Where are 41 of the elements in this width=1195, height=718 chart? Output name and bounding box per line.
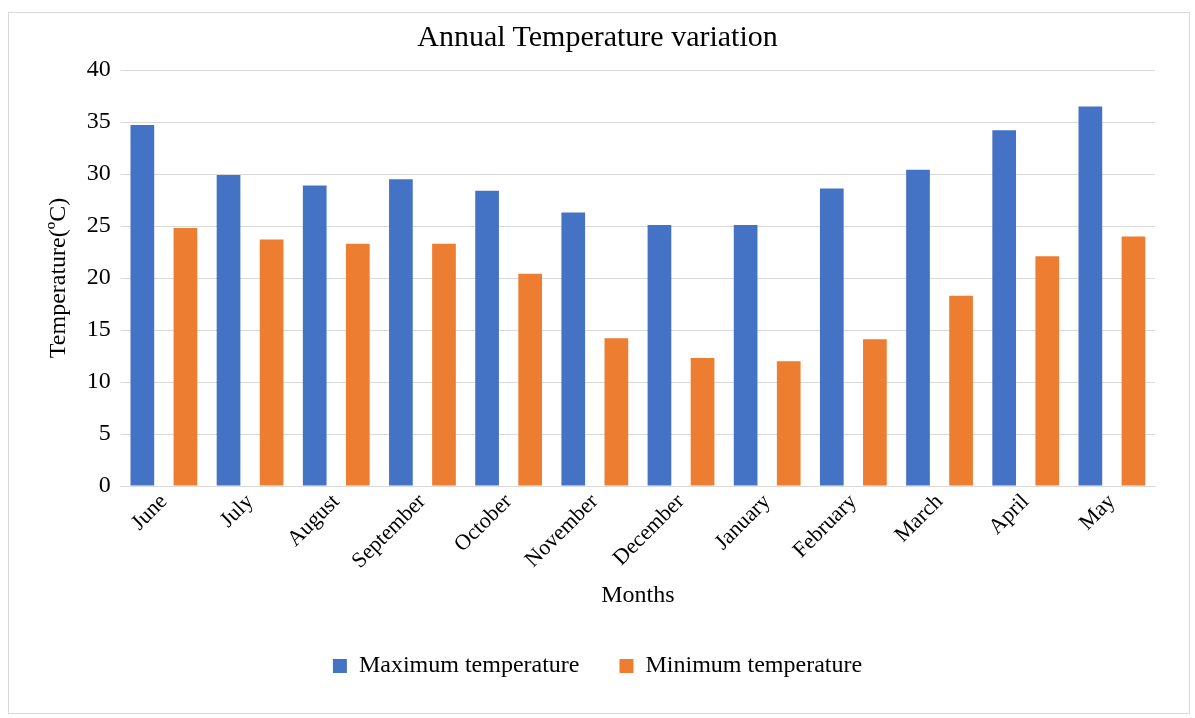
y-tick-label: 40 [86, 55, 111, 82]
bar [690, 358, 715, 486]
y-tick-label: 0 [98, 471, 111, 498]
x-axis-title: Months [601, 580, 675, 607]
legend-label: Maximum temperature [358, 651, 580, 678]
bar [432, 243, 456, 486]
bar [259, 239, 284, 486]
bar [992, 130, 1017, 486]
bar [819, 188, 844, 486]
bar [733, 224, 758, 486]
x-tick-label: May [1073, 488, 1120, 535]
legend-label: Minimum temperature [645, 651, 863, 678]
bar [302, 185, 327, 486]
bar [647, 224, 672, 486]
bar [475, 190, 499, 486]
bar [130, 125, 155, 486]
bar [604, 338, 629, 486]
y-axis-title: Temperature(ºC) [43, 197, 70, 359]
y-tick-label: 30 [86, 159, 111, 186]
bar [1078, 106, 1103, 486]
bar [1035, 256, 1060, 486]
y-tick-label: 20 [86, 263, 111, 290]
chart-title: Annual Temperature variation [417, 18, 778, 52]
bar [863, 339, 887, 486]
bar [216, 175, 241, 486]
bar [561, 212, 586, 486]
y-tick-label: 25 [86, 211, 111, 238]
bar [389, 179, 413, 486]
y-tick-label: 35 [86, 107, 111, 134]
bar [949, 295, 973, 486]
bar [518, 273, 543, 486]
x-tick-label: June [125, 488, 172, 535]
bar [776, 361, 801, 486]
x-tick-label: July [214, 488, 258, 532]
bar [1121, 236, 1146, 486]
y-tick-label: 5 [98, 419, 111, 446]
y-tick-label: 15 [86, 315, 111, 342]
bar [345, 243, 370, 486]
bar [906, 169, 930, 486]
bar [173, 228, 198, 486]
y-tick-label: 10 [86, 367, 111, 394]
